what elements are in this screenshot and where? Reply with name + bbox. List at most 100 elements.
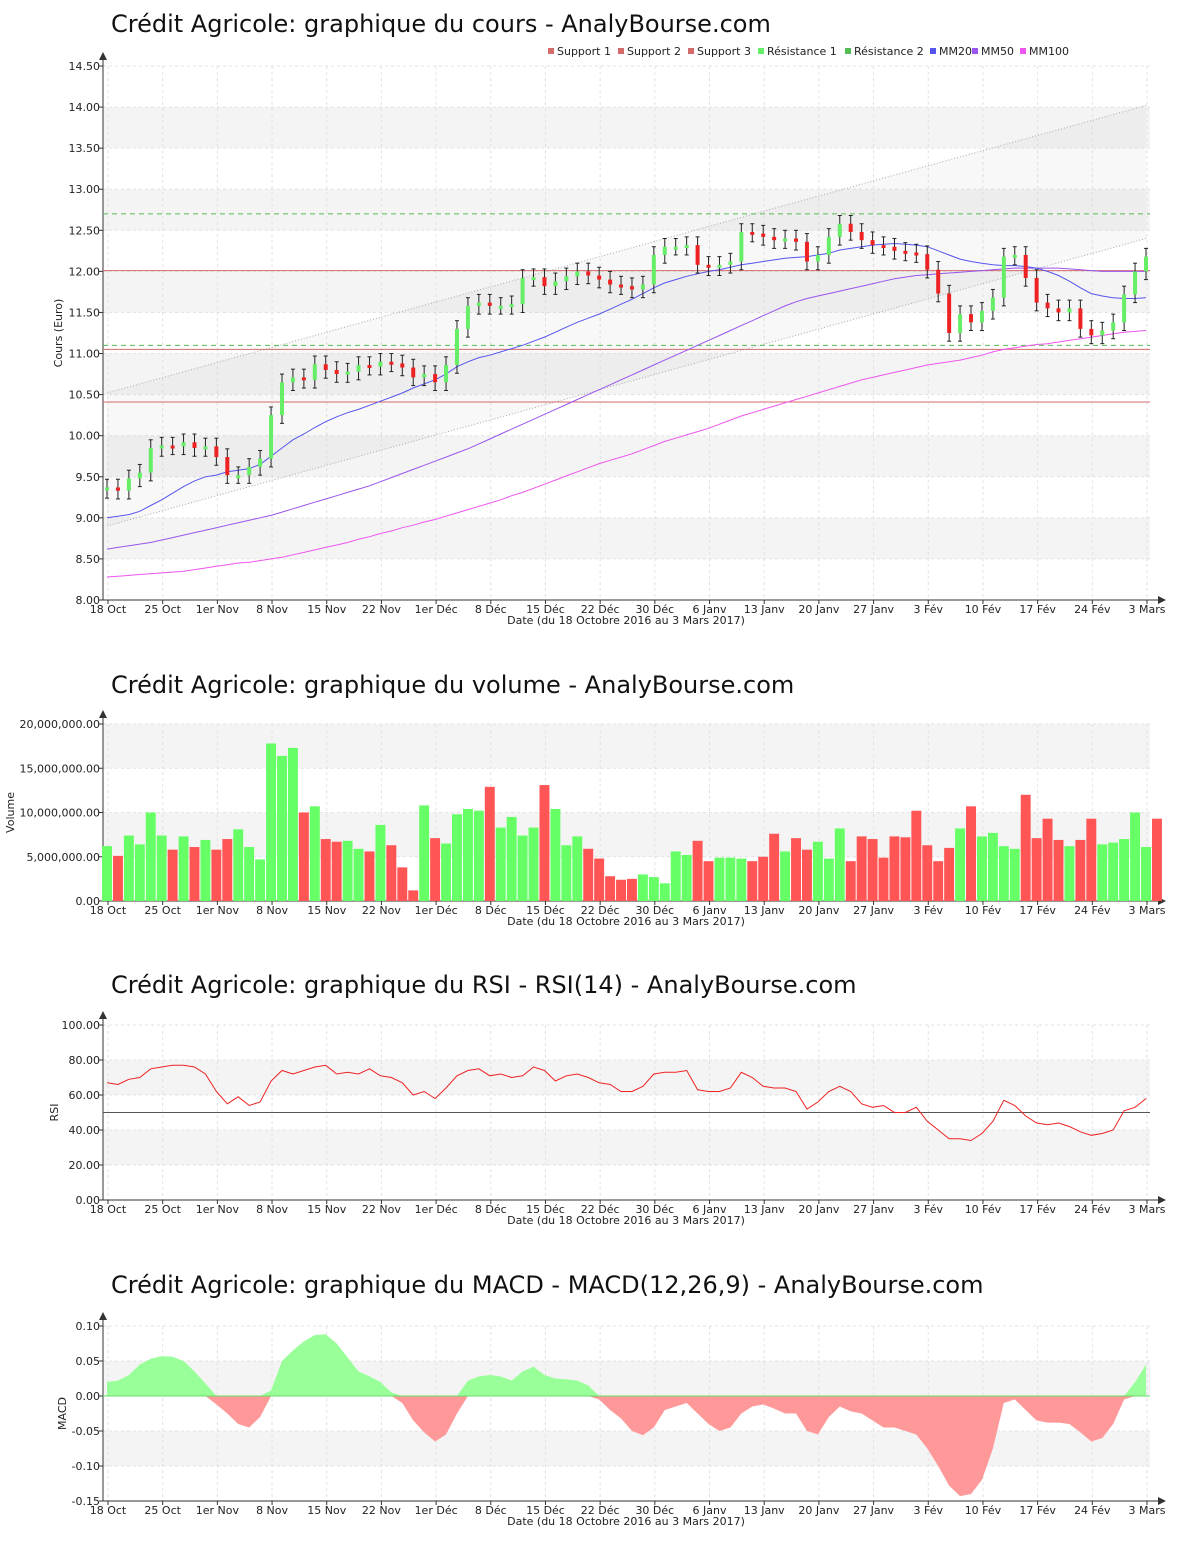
mm20-line — [106, 242, 1147, 519]
grid-band — [103, 271, 1150, 313]
y-tick-label: 0.00 — [76, 1194, 101, 1207]
y-tick-label: 9.50 — [76, 471, 101, 484]
x-tick-label: 24 Fév — [1074, 1504, 1111, 1517]
candle — [553, 281, 558, 287]
volume-chart-title: Crédit Agricole: graphique du volume - A… — [111, 671, 795, 699]
x-tick-label: 22 Nov — [362, 603, 401, 616]
x-tick-label: 22 Nov — [362, 904, 401, 917]
candle — [1001, 256, 1006, 298]
candle — [586, 271, 591, 276]
volume-bar — [780, 851, 791, 901]
x-tick-label: 13 Janv — [744, 603, 785, 616]
volume-bar — [375, 824, 386, 901]
candle — [761, 233, 766, 237]
legend-entry: Résistance 1 — [767, 45, 837, 58]
volume-bar — [594, 858, 605, 901]
x-tick-label: 1er Déc — [415, 603, 458, 616]
volume-bar — [1151, 818, 1162, 901]
candle — [334, 369, 339, 375]
x-tick-label: 1er Déc — [415, 904, 458, 917]
volume-bar — [233, 829, 244, 901]
volume-bar — [287, 747, 298, 901]
candle — [903, 250, 908, 254]
candle — [848, 223, 853, 232]
volume-bar — [845, 861, 856, 901]
candle — [815, 254, 820, 262]
x-tick-label: 15 Nov — [307, 1203, 346, 1216]
candle — [1078, 308, 1083, 329]
rsi-chart-title: Crédit Agricole: graphique du RSI - RSI(… — [111, 971, 857, 999]
candle — [575, 271, 580, 277]
volume-panel: Crédit Agricole: graphique du volume - A… — [0, 660, 1200, 940]
candle — [542, 277, 547, 287]
x-tick-label: 13 Janv — [744, 1504, 785, 1517]
candle — [400, 363, 405, 368]
x-tick-label: 24 Fév — [1074, 904, 1111, 917]
volume-bar — [364, 851, 375, 901]
x-tick-label: 15 Nov — [307, 603, 346, 616]
legend-swatch — [972, 48, 978, 54]
candle — [454, 328, 459, 366]
y-tick-label: 8.50 — [76, 553, 101, 566]
candle — [1144, 256, 1148, 272]
candle — [597, 275, 602, 280]
volume-bar — [1053, 839, 1064, 901]
x-tick-label: 1er Nov — [196, 904, 240, 917]
candle — [947, 293, 952, 333]
candle — [126, 478, 131, 491]
y-axis-label: Cours (Euro) — [52, 299, 65, 368]
candle — [236, 475, 241, 479]
y-tick-label: 40.00 — [69, 1124, 101, 1137]
x-tick-label: 17 Fév — [1019, 1504, 1056, 1517]
volume-bar — [736, 858, 747, 901]
volume-bar — [648, 877, 659, 901]
x-tick-label: 3 Mars — [1129, 1504, 1166, 1517]
volume-bar — [255, 859, 266, 901]
volume-bar — [933, 861, 944, 901]
x-tick-label: 8 Nov — [256, 904, 288, 917]
x-tick-label: 8 Déc — [475, 904, 507, 917]
candle — [608, 279, 613, 285]
grid-band — [103, 1060, 1150, 1095]
volume-bar — [145, 812, 156, 901]
legend-entry: MM100 — [1029, 45, 1069, 58]
legend-swatch — [758, 48, 764, 54]
grid-band — [103, 1361, 1150, 1396]
rsi-panel: Crédit Agricole: graphique du RSI - RSI(… — [0, 960, 1200, 1240]
volume-bar — [714, 857, 725, 901]
x-tick-label: 3 Mars — [1129, 603, 1166, 616]
volume-bar — [1020, 794, 1031, 901]
candle — [695, 245, 700, 265]
x-tick-label: 18 Oct — [90, 904, 127, 917]
trend-channel — [107, 105, 1146, 527]
x-tick-label: 25 Oct — [144, 1504, 181, 1517]
volume-bar — [998, 846, 1009, 901]
x-tick-label: 27 Janv — [853, 1203, 894, 1216]
x-tick-label: 20 Janv — [798, 904, 839, 917]
x-tick-label: 10 Fév — [965, 1504, 1002, 1517]
legend-swatch — [688, 48, 694, 54]
volume-bar — [473, 810, 484, 901]
candle — [312, 364, 317, 380]
y-tick-label: 12.50 — [69, 224, 101, 237]
candle — [148, 448, 153, 473]
y-tick-label: 5,000,000.00 — [27, 851, 100, 864]
volume-bar — [244, 847, 255, 901]
candle — [662, 246, 667, 255]
volume-bar — [156, 835, 167, 901]
x-tick-label: 24 Fév — [1074, 1203, 1111, 1216]
y-tick-label: -0.10 — [72, 1460, 100, 1473]
candle — [192, 442, 197, 449]
x-tick-label: 10 Fév — [965, 904, 1002, 917]
volume-bar — [123, 835, 134, 901]
grid-band — [103, 1130, 1150, 1165]
x-axis-label: Date (du 18 Octobre 2016 au 3 Mars 2017) — [507, 1214, 745, 1227]
volume-bar — [484, 786, 495, 901]
candle — [1100, 330, 1105, 336]
volume-bar — [495, 827, 506, 901]
candle — [159, 445, 164, 449]
y-axis-arrow — [99, 1011, 107, 1019]
x-tick-label: 27 Janv — [853, 904, 894, 917]
volume-bar — [725, 857, 736, 901]
y-tick-label: -0.15 — [72, 1495, 100, 1508]
